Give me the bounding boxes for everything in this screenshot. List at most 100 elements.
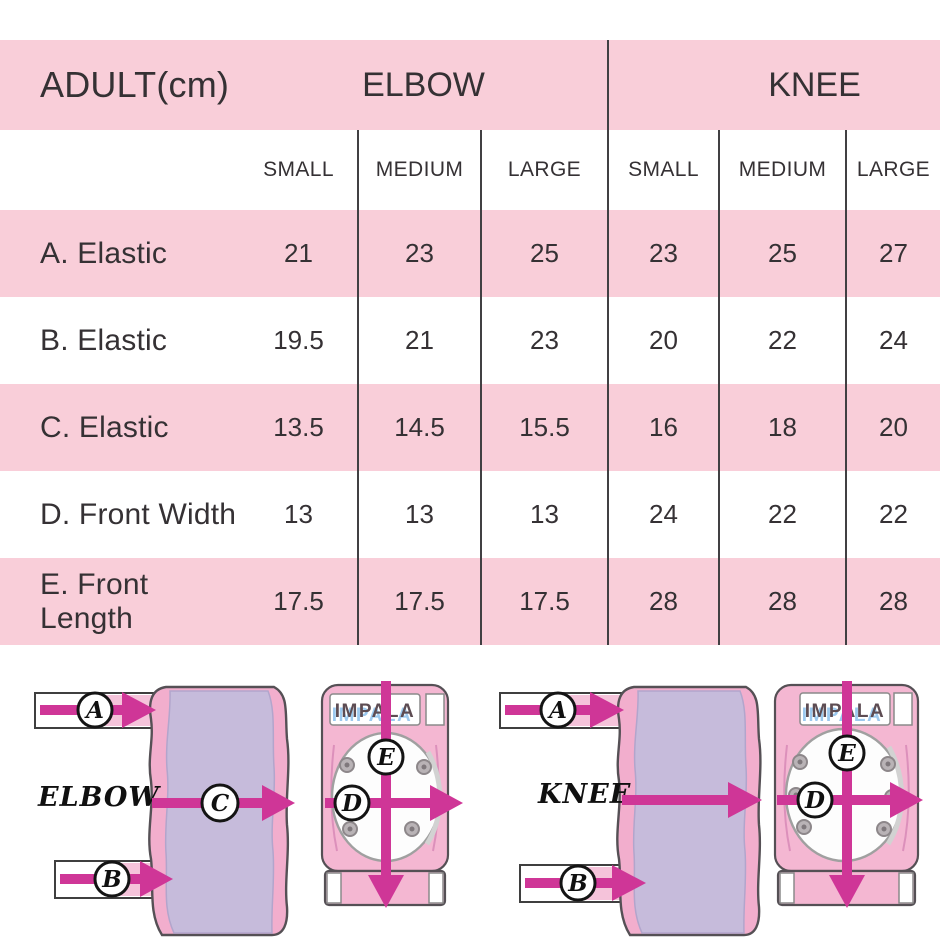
label-e: E (837, 740, 856, 767)
size-header: MEDIUM (718, 130, 845, 210)
value-cell: 21 (357, 297, 480, 384)
table-row: E. Front Length 17.5 17.5 17.5 28 28 28 (0, 558, 940, 645)
measurement-diagrams: IMPALA IMPALA ELBOW A B C E D (0, 645, 940, 940)
circle-e (828, 734, 866, 772)
size-header: LARGE (480, 130, 607, 210)
value-cell: 14.5 (357, 384, 480, 471)
value-cell: 28 (845, 558, 940, 645)
row-label: B. Elastic (40, 323, 168, 357)
label-d: D (804, 787, 825, 814)
knee-figure-label: KNEE (537, 779, 631, 810)
unit-header: ADULT(cm) (40, 64, 230, 105)
value-cell: 28 (607, 558, 718, 645)
value-cell: 17.5 (357, 558, 480, 645)
value-cell: 23 (357, 210, 480, 297)
knee-side-pad-inner (632, 690, 748, 934)
value-cell: 21 (284, 238, 313, 268)
value-cell: 27 (845, 210, 940, 297)
value-cell: 15.5 (480, 384, 607, 471)
label-a: A (84, 697, 104, 724)
arrow-a-head (590, 692, 624, 728)
elbow-front-tab-right (428, 872, 444, 904)
impala-logo-shadow: IMPALA (802, 705, 882, 726)
table-header-band: ADULT(cm) ELBOW KNEE (0, 40, 940, 130)
circle-d (333, 784, 371, 822)
circle-e (367, 738, 405, 776)
size-header: LARGE (845, 130, 940, 210)
value-cell: 17.5 (480, 558, 607, 645)
value-cell: 25 (718, 210, 845, 297)
label-c: C (211, 790, 230, 817)
value-cell: 22 (718, 471, 845, 558)
value-cell: 23 (480, 297, 607, 384)
value-cell: 17.5 (273, 586, 324, 616)
value-cell: 13 (357, 471, 480, 558)
value-cell: 22 (718, 297, 845, 384)
knee-front-tab-right (898, 872, 914, 904)
circle-d (796, 781, 834, 819)
size-header: MEDIUM (357, 130, 480, 210)
value-cell: 13.5 (273, 412, 324, 442)
elbow-logo-tab (425, 693, 445, 726)
group-header-knee: KNEE (607, 40, 940, 130)
knee-diagram: IMPALA IMPALA KNEE A B E D (499, 681, 923, 937)
circle-c (200, 783, 240, 823)
row-label: A. Elastic (40, 236, 168, 270)
group-header-elbow: ELBOW (362, 65, 485, 104)
top-margin (0, 0, 940, 40)
elbow-diagram: IMPALA IMPALA ELBOW A B C E D (34, 681, 463, 937)
circle-b (93, 860, 131, 898)
label-b: B (101, 866, 121, 893)
knee-logo-tab (893, 692, 913, 726)
circle-b (559, 864, 597, 902)
value-cell: 24 (845, 297, 940, 384)
value-cell: 19.5 (273, 325, 324, 355)
label-d: D (341, 790, 362, 817)
arrow-a-head (122, 692, 156, 728)
arrow-width-head (728, 782, 762, 818)
arrow-e-head (368, 875, 404, 908)
rivet-core (797, 759, 803, 765)
size-header-row: SMALL MEDIUM LARGE SMALL MEDIUM LARGE (0, 130, 940, 210)
value-cell: 16 (607, 384, 718, 471)
value-cell: 18 (718, 384, 845, 471)
elbow-front-tab-left (326, 872, 342, 904)
table-row: B. Elastic 19.5 21 23 20 22 24 (0, 297, 940, 384)
value-cell: 13 (284, 499, 313, 529)
arrow-e-head (829, 875, 865, 908)
rivet-core (347, 826, 353, 832)
elbow-figure-label: ELBOW (37, 782, 161, 813)
value-cell: 20 (845, 384, 940, 471)
circle-a (539, 691, 577, 729)
impala-logo: IMPALA (335, 701, 415, 722)
arrow-b-head (140, 861, 173, 897)
value-cell: 28 (718, 558, 845, 645)
arrow-b-head (612, 865, 646, 901)
label-a: A (547, 697, 567, 724)
row-label: E. Front Length (40, 567, 149, 635)
rivet-core (881, 826, 887, 832)
table-row: C. Elastic 13.5 14.5 15.5 16 18 20 (0, 384, 940, 471)
arrow-c-head (262, 785, 295, 821)
table-row: A. Elastic 21 23 25 23 25 27 (0, 210, 940, 297)
value-cell: 13 (480, 471, 607, 558)
row-label: D. Front Width (40, 497, 237, 531)
value-cell: 24 (607, 471, 718, 558)
circle-a (76, 691, 114, 729)
value-cell: 20 (607, 297, 718, 384)
label-e: E (376, 744, 395, 771)
row-label: C. Elastic (40, 410, 169, 444)
value-cell: 25 (480, 210, 607, 297)
size-header: SMALL (263, 158, 334, 181)
arrow-d-head (890, 782, 923, 818)
rivet-core (421, 764, 427, 770)
arrow-d-head (430, 785, 463, 821)
value-cell: 23 (607, 210, 718, 297)
rivet-core (885, 761, 891, 767)
value-cell: 22 (845, 471, 940, 558)
elbow-logo-box (329, 693, 421, 726)
label-b: B (567, 870, 587, 897)
rivet-core (801, 824, 807, 830)
table-row: D. Front Width 13 13 13 24 22 22 (0, 471, 940, 558)
rivet-core (409, 826, 415, 832)
